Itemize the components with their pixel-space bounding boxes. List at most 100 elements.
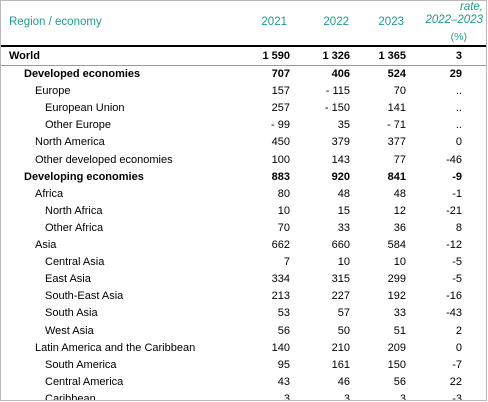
cell-2023: 192 bbox=[387, 290, 406, 303]
header-rate-line1: rate, bbox=[459, 1, 483, 13]
header-rate-unit: (%) bbox=[450, 31, 467, 43]
cell-2021: 56 bbox=[277, 324, 290, 337]
cell-2022: 35 bbox=[337, 119, 350, 132]
cell-2023: 48 bbox=[393, 187, 406, 200]
row-label: North America bbox=[35, 136, 105, 149]
cell-rate: -3 bbox=[452, 392, 462, 401]
cell-2021: 883 bbox=[271, 170, 290, 183]
cell-2023: 77 bbox=[393, 153, 406, 166]
cell-2021: 100 bbox=[271, 153, 290, 166]
cell-2023: 12 bbox=[393, 204, 406, 217]
cell-2022: 660 bbox=[331, 239, 350, 252]
cell-2023: - 71 bbox=[387, 119, 406, 132]
cell-2021: 70 bbox=[277, 221, 290, 234]
table-row: North America 450 379 377 0 bbox=[1, 134, 486, 151]
cell-rate: -21 bbox=[446, 204, 462, 217]
table-row: East Asia 334 315 299 -5 bbox=[1, 271, 486, 288]
cell-2023: 36 bbox=[393, 221, 406, 234]
header-2023: 2023 bbox=[378, 16, 404, 28]
cell-2021: 3 bbox=[283, 392, 290, 401]
cell-2021: 140 bbox=[271, 341, 290, 354]
row-label: Other Europe bbox=[45, 119, 112, 132]
cell-rate: 29 bbox=[449, 68, 462, 81]
row-label: Other developed economies bbox=[35, 153, 173, 166]
table-body: World 1 590 1 326 1 365 3 Developed economies… bbox=[1, 48, 486, 401]
cell-rate: 22 bbox=[449, 375, 462, 388]
row-label: Africa bbox=[35, 187, 64, 200]
cell-2023: 584 bbox=[387, 239, 406, 252]
cell-2021: 450 bbox=[271, 136, 290, 149]
cell-2021: 53 bbox=[277, 307, 290, 320]
cell-rate: -16 bbox=[446, 290, 462, 303]
cell-2022: 920 bbox=[331, 170, 350, 183]
row-label: Developing economies bbox=[24, 170, 144, 183]
cell-2022: 406 bbox=[331, 68, 350, 81]
cell-2023: 70 bbox=[393, 85, 406, 98]
cell-2023: 524 bbox=[387, 68, 406, 81]
cell-2022: 15 bbox=[337, 204, 350, 217]
cell-rate: -43 bbox=[446, 307, 462, 320]
cell-2021: 1 590 bbox=[262, 50, 290, 62]
table-row: Europe 157 - 115 70.. bbox=[1, 83, 486, 100]
table-row: Developing economies 883 920 841 -9 bbox=[1, 169, 486, 186]
row-label: Latin America and the Caribbean bbox=[35, 341, 196, 354]
cell-rate: -5 bbox=[452, 256, 462, 269]
cell-rate: .. bbox=[455, 85, 462, 98]
cell-rate: .. bbox=[455, 119, 462, 132]
cell-rate: -1 bbox=[452, 187, 462, 200]
cell-2022: 57 bbox=[337, 307, 350, 320]
header-rate-line2: 2022–2023 bbox=[425, 14, 483, 26]
row-label: Central Asia bbox=[45, 256, 105, 269]
cell-2022: 33 bbox=[337, 221, 350, 234]
table-row: North Africa 10 15 12 -21 bbox=[1, 203, 486, 220]
header-2021: 2021 bbox=[261, 16, 287, 28]
header-region: Region / economy bbox=[9, 16, 102, 28]
cell-2022: 48 bbox=[337, 187, 350, 200]
row-label: Developed economies bbox=[24, 68, 141, 81]
table-row: Other Europe - 99 35 - 71.. bbox=[1, 117, 486, 134]
row-label: Central America bbox=[45, 375, 124, 388]
cell-2022: 315 bbox=[331, 273, 350, 286]
cell-rate: .. bbox=[455, 102, 462, 115]
row-label: Europe bbox=[35, 85, 71, 98]
row-label: Asia bbox=[35, 239, 57, 252]
cell-2021: 7 bbox=[283, 256, 290, 269]
cell-2022: 10 bbox=[337, 256, 350, 269]
cell-2022: 46 bbox=[337, 375, 350, 388]
cell-2022: 227 bbox=[331, 290, 350, 303]
cell-2023: 10 bbox=[393, 256, 406, 269]
row-label: South America bbox=[45, 358, 117, 371]
cell-2021: 10 bbox=[277, 204, 290, 217]
table-row: Other Africa 70 33 36 8 bbox=[1, 220, 486, 237]
cell-2022: 143 bbox=[331, 153, 350, 166]
cell-2021: 157 bbox=[271, 85, 290, 98]
cell-rate: -9 bbox=[452, 170, 462, 183]
cell-2021: 80 bbox=[277, 187, 290, 200]
cell-2021: 334 bbox=[271, 273, 290, 286]
cell-rate: -7 bbox=[452, 358, 462, 371]
cell-rate: -12 bbox=[446, 239, 462, 252]
cell-2021: 43 bbox=[277, 375, 290, 388]
cell-rate: -46 bbox=[446, 153, 462, 166]
cell-2023: 299 bbox=[387, 273, 406, 286]
cell-rate: 0 bbox=[455, 341, 462, 354]
table-row: Other developed economies 100 143 77 -46 bbox=[1, 152, 486, 169]
row-label: World bbox=[9, 50, 40, 62]
cell-2021: 213 bbox=[271, 290, 290, 303]
cell-2022: 50 bbox=[337, 324, 350, 337]
cell-2022: 3 bbox=[343, 392, 350, 401]
row-label: North Africa bbox=[45, 204, 103, 217]
table-row: Caribbean 3 3 3 -3 bbox=[1, 391, 486, 401]
cell-rate: 0 bbox=[455, 136, 462, 149]
table-row: World 1 590 1 326 1 365 3 bbox=[1, 48, 486, 65]
table-row: South America 95 161 150 -7 bbox=[1, 357, 486, 374]
cell-2023: 150 bbox=[387, 358, 406, 371]
cell-2022: 379 bbox=[331, 136, 350, 149]
cell-2023: 51 bbox=[393, 324, 406, 337]
cell-rate: 8 bbox=[455, 221, 462, 234]
row-label: South Asia bbox=[45, 307, 98, 320]
cell-2023: 56 bbox=[393, 375, 406, 388]
cell-2022: - 150 bbox=[324, 102, 350, 115]
table-row: West Asia 56 50 51 2 bbox=[1, 323, 486, 340]
cell-2023: 209 bbox=[387, 341, 406, 354]
